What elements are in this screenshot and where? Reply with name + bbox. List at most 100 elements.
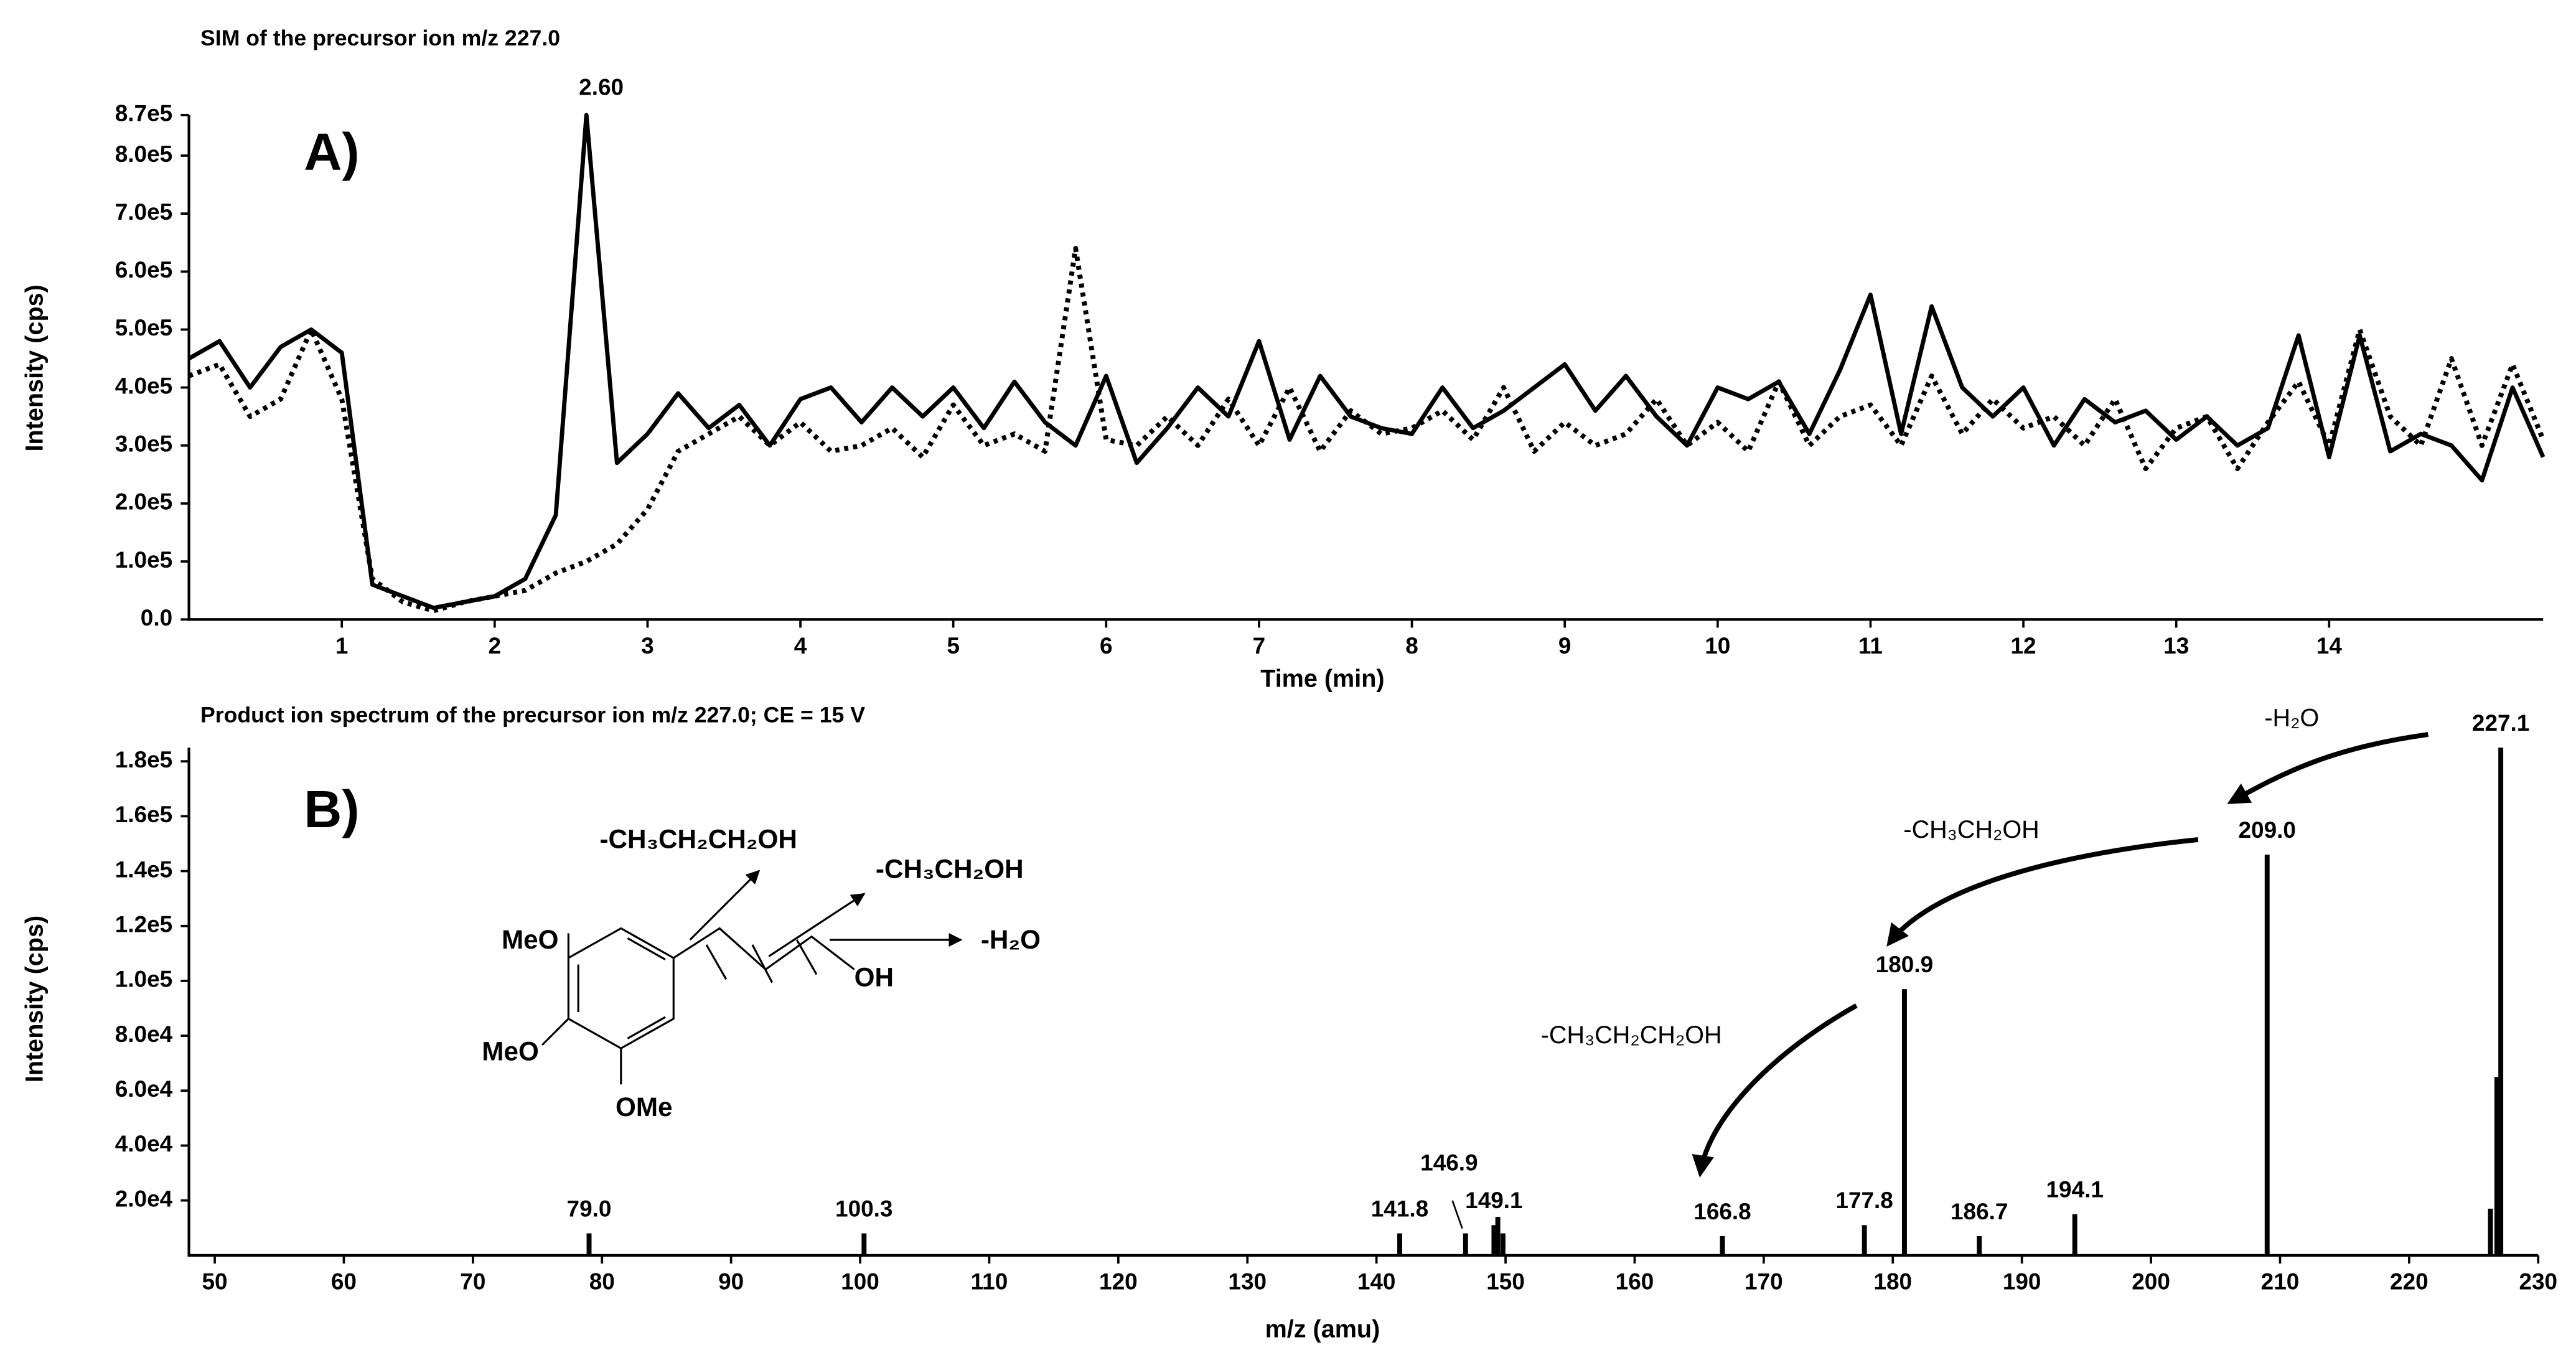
y-tick-label: 2.0e5 xyxy=(115,489,172,515)
y-axis-title: Intensity (cps) xyxy=(21,916,49,1082)
peak-annotation: 2.60 xyxy=(579,74,624,100)
y-tick-label: 1.4e5 xyxy=(115,856,172,882)
peak xyxy=(1901,989,1907,1255)
chart-title: SIM of the precursor ion m/z 227.0 xyxy=(200,26,560,50)
fragment-arrow xyxy=(1692,1003,1858,1178)
x-tick-label: 200 xyxy=(2132,1269,2170,1294)
y-tick-label: 7.0e5 xyxy=(115,199,172,225)
y-tick-label: 0.0 xyxy=(141,605,172,631)
loss-label: -H₂O xyxy=(981,925,1041,954)
loss-label: -H₂O xyxy=(2264,705,2319,732)
y-tick-label: 8.7e5 xyxy=(115,101,172,126)
x-tick-label: 3 xyxy=(641,633,654,659)
x-tick-label: 90 xyxy=(718,1269,744,1294)
loss-label: -CH₃CH₂OH xyxy=(876,854,1024,883)
x-tick-label: 14 xyxy=(2316,633,2343,659)
y-tick-label: 8.0e5 xyxy=(115,141,172,167)
x-tick-label: 110 xyxy=(971,1269,1008,1294)
peak xyxy=(586,1233,592,1255)
x-tick-label: 4 xyxy=(794,633,807,659)
peak-label: 186.7 xyxy=(1951,1199,2008,1224)
peak-label: 100.3 xyxy=(835,1196,892,1221)
loss-label: -CH₃CH₂OH xyxy=(1903,816,2039,843)
panel-label: B) xyxy=(304,780,359,838)
peak xyxy=(1495,1217,1501,1255)
peak xyxy=(1720,1236,1725,1255)
x-tick-label: 12 xyxy=(2011,633,2036,659)
peak xyxy=(1463,1233,1468,1255)
peak xyxy=(2072,1214,2077,1255)
peak-label: 146.9 xyxy=(1420,1150,1478,1175)
x-tick-label: 50 xyxy=(202,1269,227,1294)
series-line xyxy=(188,246,2546,614)
y-tick-label: 8.0e4 xyxy=(115,1021,173,1047)
group-label: MeO xyxy=(502,925,558,954)
peak-label: 194.1 xyxy=(2046,1177,2103,1203)
x-tick-label: 8 xyxy=(1405,633,1418,659)
peak-label: 209.0 xyxy=(2239,817,2296,843)
leader-line xyxy=(1451,1200,1463,1229)
y-tick-label: 1.6e5 xyxy=(115,802,172,827)
x-tick-label: 2 xyxy=(489,633,502,659)
structure: MeO MeO OMe OH -CH₃CH₂CH₂OH -CH₃CH₂OH -H… xyxy=(482,825,1041,1122)
y-tick-label: 1.0e5 xyxy=(115,547,172,573)
peak xyxy=(2498,748,2504,1255)
y-tick-label: 2.0e4 xyxy=(115,1186,173,1211)
peak-label: 166.8 xyxy=(1693,1199,1751,1224)
x-tick-label: 9 xyxy=(1558,633,1571,659)
x-tick-label: 1 xyxy=(335,633,349,659)
y-tick-label: 6.0e5 xyxy=(115,257,172,283)
x-tick-label: 100 xyxy=(841,1269,879,1294)
x-tick-label: 130 xyxy=(1228,1269,1267,1294)
peak-label: 79.0 xyxy=(567,1196,612,1221)
x-tick-label: 140 xyxy=(1357,1269,1396,1294)
loss-label: -CH₃CH₂CH₂OH xyxy=(1541,1021,1722,1049)
x-tick-label: 7 xyxy=(1253,633,1266,659)
x-axis-title: Time (min) xyxy=(1260,665,1384,692)
peak xyxy=(861,1233,867,1255)
x-tick-label: 180 xyxy=(1873,1269,1912,1294)
panel-label: A) xyxy=(304,123,359,181)
y-axis-title: Intensity (cps) xyxy=(21,284,49,451)
x-tick-label: 150 xyxy=(1486,1269,1525,1294)
y-tick-label: 4.0e4 xyxy=(115,1131,173,1156)
y-tick-label: 4.0e5 xyxy=(115,373,172,398)
x-tick-label: 160 xyxy=(1616,1269,1654,1294)
group-label: OH xyxy=(855,963,894,992)
x-tick-label: 6 xyxy=(1100,633,1113,659)
y-tick-label: 6.0e4 xyxy=(115,1076,173,1102)
peak xyxy=(2494,1077,2499,1255)
peak xyxy=(2264,855,2270,1255)
x-tick-label: 230 xyxy=(2519,1269,2557,1294)
peak-label: 149.1 xyxy=(1465,1188,1522,1213)
peak-label: 177.8 xyxy=(1835,1188,1893,1213)
peak xyxy=(1862,1225,1867,1255)
x-tick-label: 220 xyxy=(2390,1269,2428,1294)
fragment-arrow xyxy=(1886,837,2199,947)
x-tick-label: 190 xyxy=(2003,1269,2041,1294)
peak-label: 180.9 xyxy=(1876,952,1933,977)
x-tick-label: 10 xyxy=(1705,633,1730,659)
group-label: OMe xyxy=(616,1092,672,1122)
x-tick-label: 120 xyxy=(1099,1269,1138,1294)
x-tick-label: 170 xyxy=(1745,1269,1783,1294)
x-tick-label: 210 xyxy=(2261,1269,2300,1294)
loss-label: -CH₃CH₂CH₂OH xyxy=(599,825,797,854)
chart-title: Product ion spectrum of the precursor io… xyxy=(200,702,865,727)
peak-label: 141.8 xyxy=(1371,1196,1428,1221)
x-tick-label: 80 xyxy=(589,1269,615,1294)
x-tick-label: 5 xyxy=(947,633,960,659)
x-tick-label: 11 xyxy=(1858,633,1883,659)
y-tick-label: 1.8e5 xyxy=(115,747,172,772)
y-tick-label: 1.2e5 xyxy=(115,911,172,937)
peak xyxy=(1500,1233,1506,1255)
peak xyxy=(2488,1208,2493,1255)
group-label: MeO xyxy=(482,1036,538,1066)
x-tick-label: 70 xyxy=(460,1269,485,1294)
x-axis-title: m/z (amu) xyxy=(1265,1316,1380,1343)
fragment-arrow xyxy=(2227,732,2428,804)
y-tick-label: 3.0e5 xyxy=(115,431,172,457)
peak-label: 227.1 xyxy=(2472,710,2529,736)
y-tick-label: 1.0e5 xyxy=(115,967,172,992)
